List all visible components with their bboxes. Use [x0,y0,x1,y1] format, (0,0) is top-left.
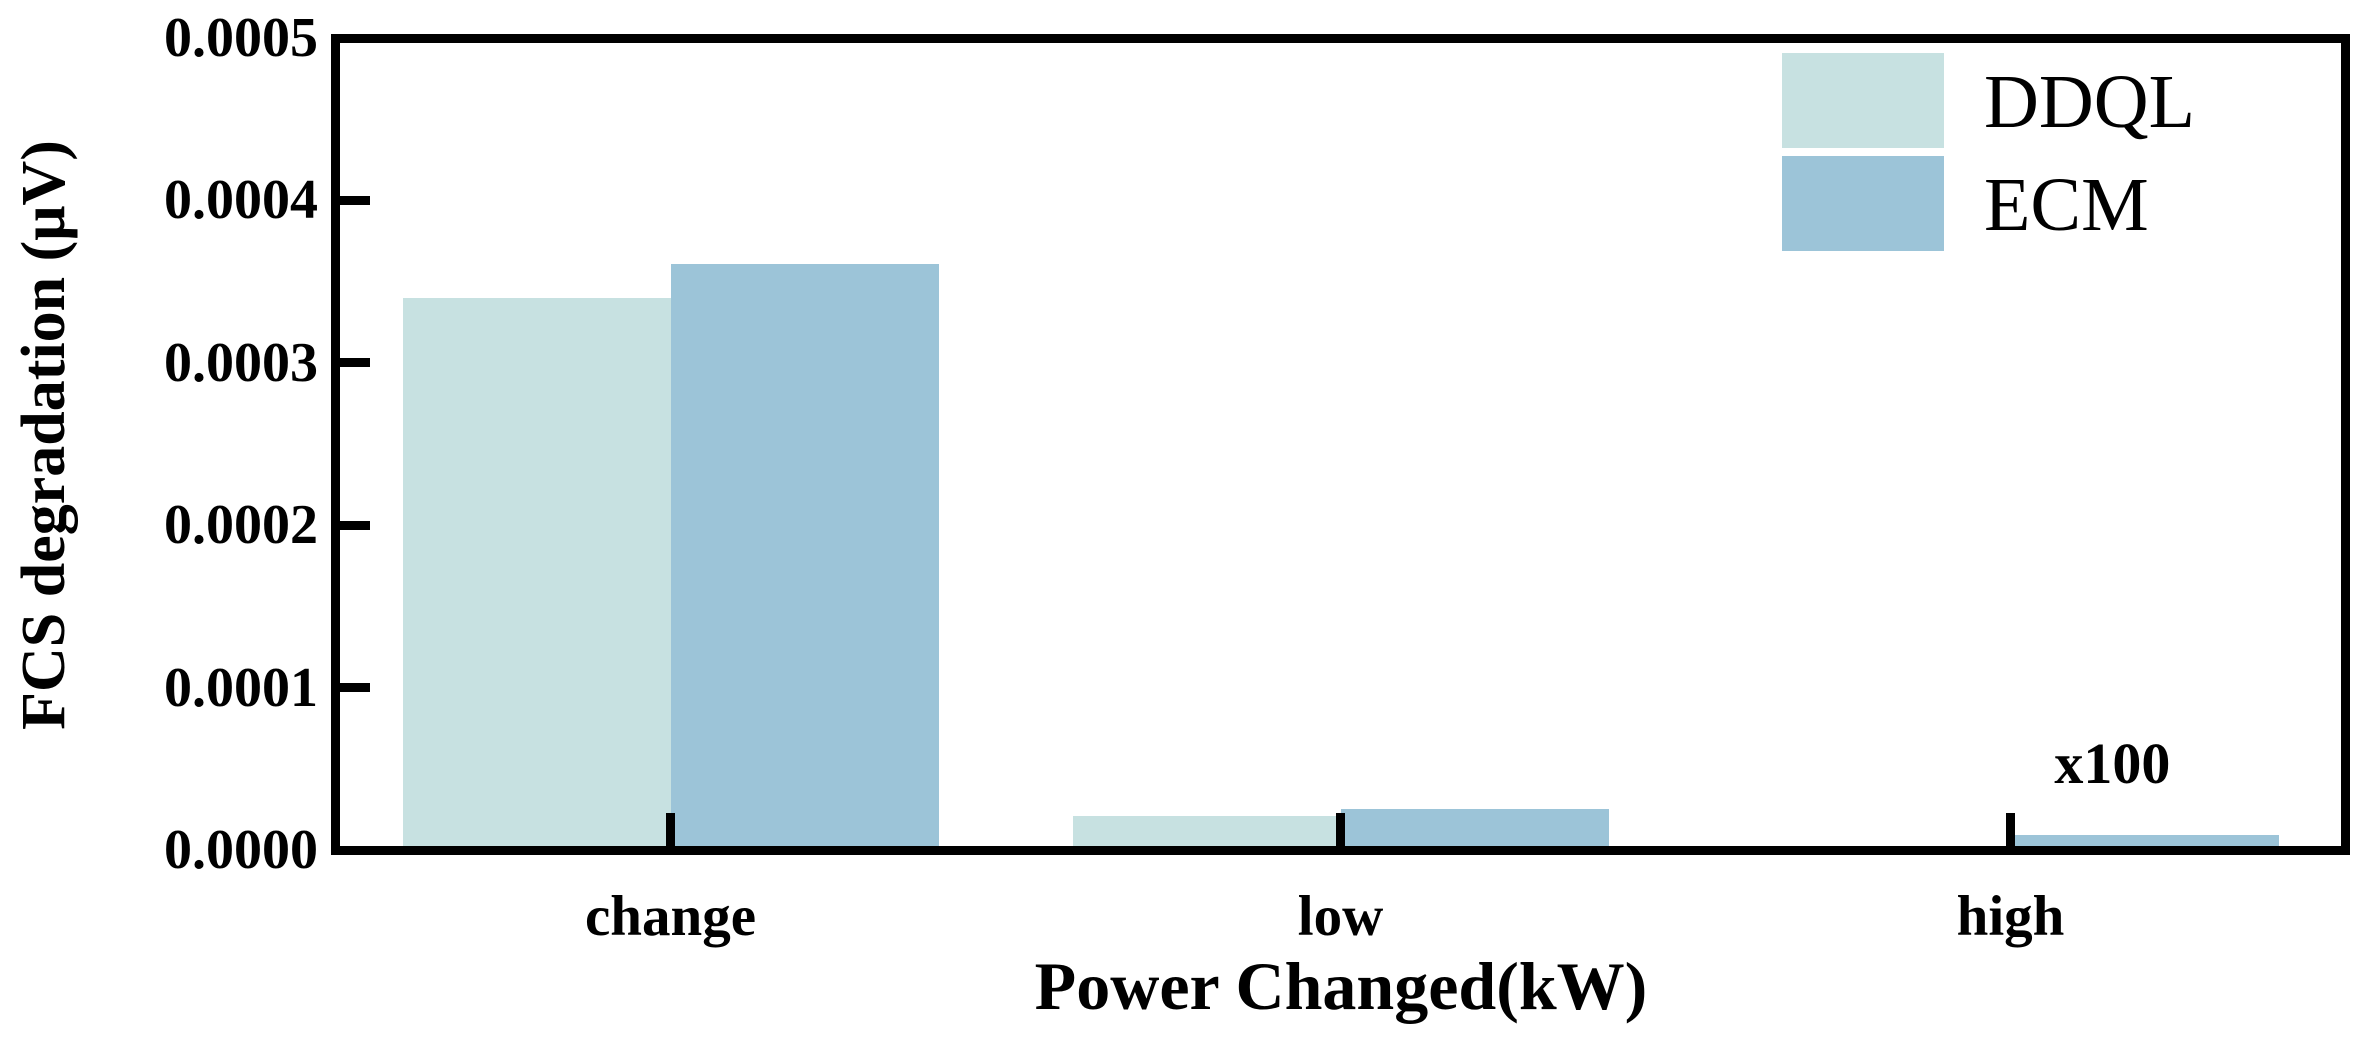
y-axis-line [331,34,340,855]
x-tick-low [1336,813,1345,850]
legend-label-ecm: ECM [1984,163,2149,247]
y-tick-0.0003 [340,358,370,368]
bar-ddql-change [402,297,671,854]
x-axis-line [331,846,2350,855]
y-tick-label-0.0001: 0.0001 [164,656,318,719]
bar-ecm-change [670,263,939,854]
y-tick-label-0.0005: 0.0005 [164,7,318,69]
legend-label-ddql: DDQL [1984,60,2196,144]
top-spine [331,34,2350,43]
y-tick-0.0001 [340,683,370,693]
y-tick-label-0.0004: 0.0004 [164,169,318,232]
x-tick-label-low: low [1297,885,1384,948]
y-axis-title: FCS degradation (μV) [10,140,78,730]
legend-swatch-ecm [1782,156,1944,251]
x-tick-label-high: high [1956,885,2065,948]
x100-annotation: x100 [2054,731,2171,797]
y-tick-label-0.0000: 0.0000 [164,819,318,881]
y-tick-label-0.0002: 0.0002 [164,494,318,557]
y-tick-0.0004 [340,195,370,205]
y-tick-0.0002 [340,520,370,530]
x-axis-title: Power Changed(kW) [1034,948,1648,1024]
x-tick-high [2006,813,2015,850]
x-tick-label-change: change [585,885,756,948]
right-spine [2341,34,2350,855]
y-tick-label-0.0003: 0.0003 [164,331,318,394]
x-tick-change [666,813,675,850]
legend-swatch-ddql [1782,53,1944,148]
